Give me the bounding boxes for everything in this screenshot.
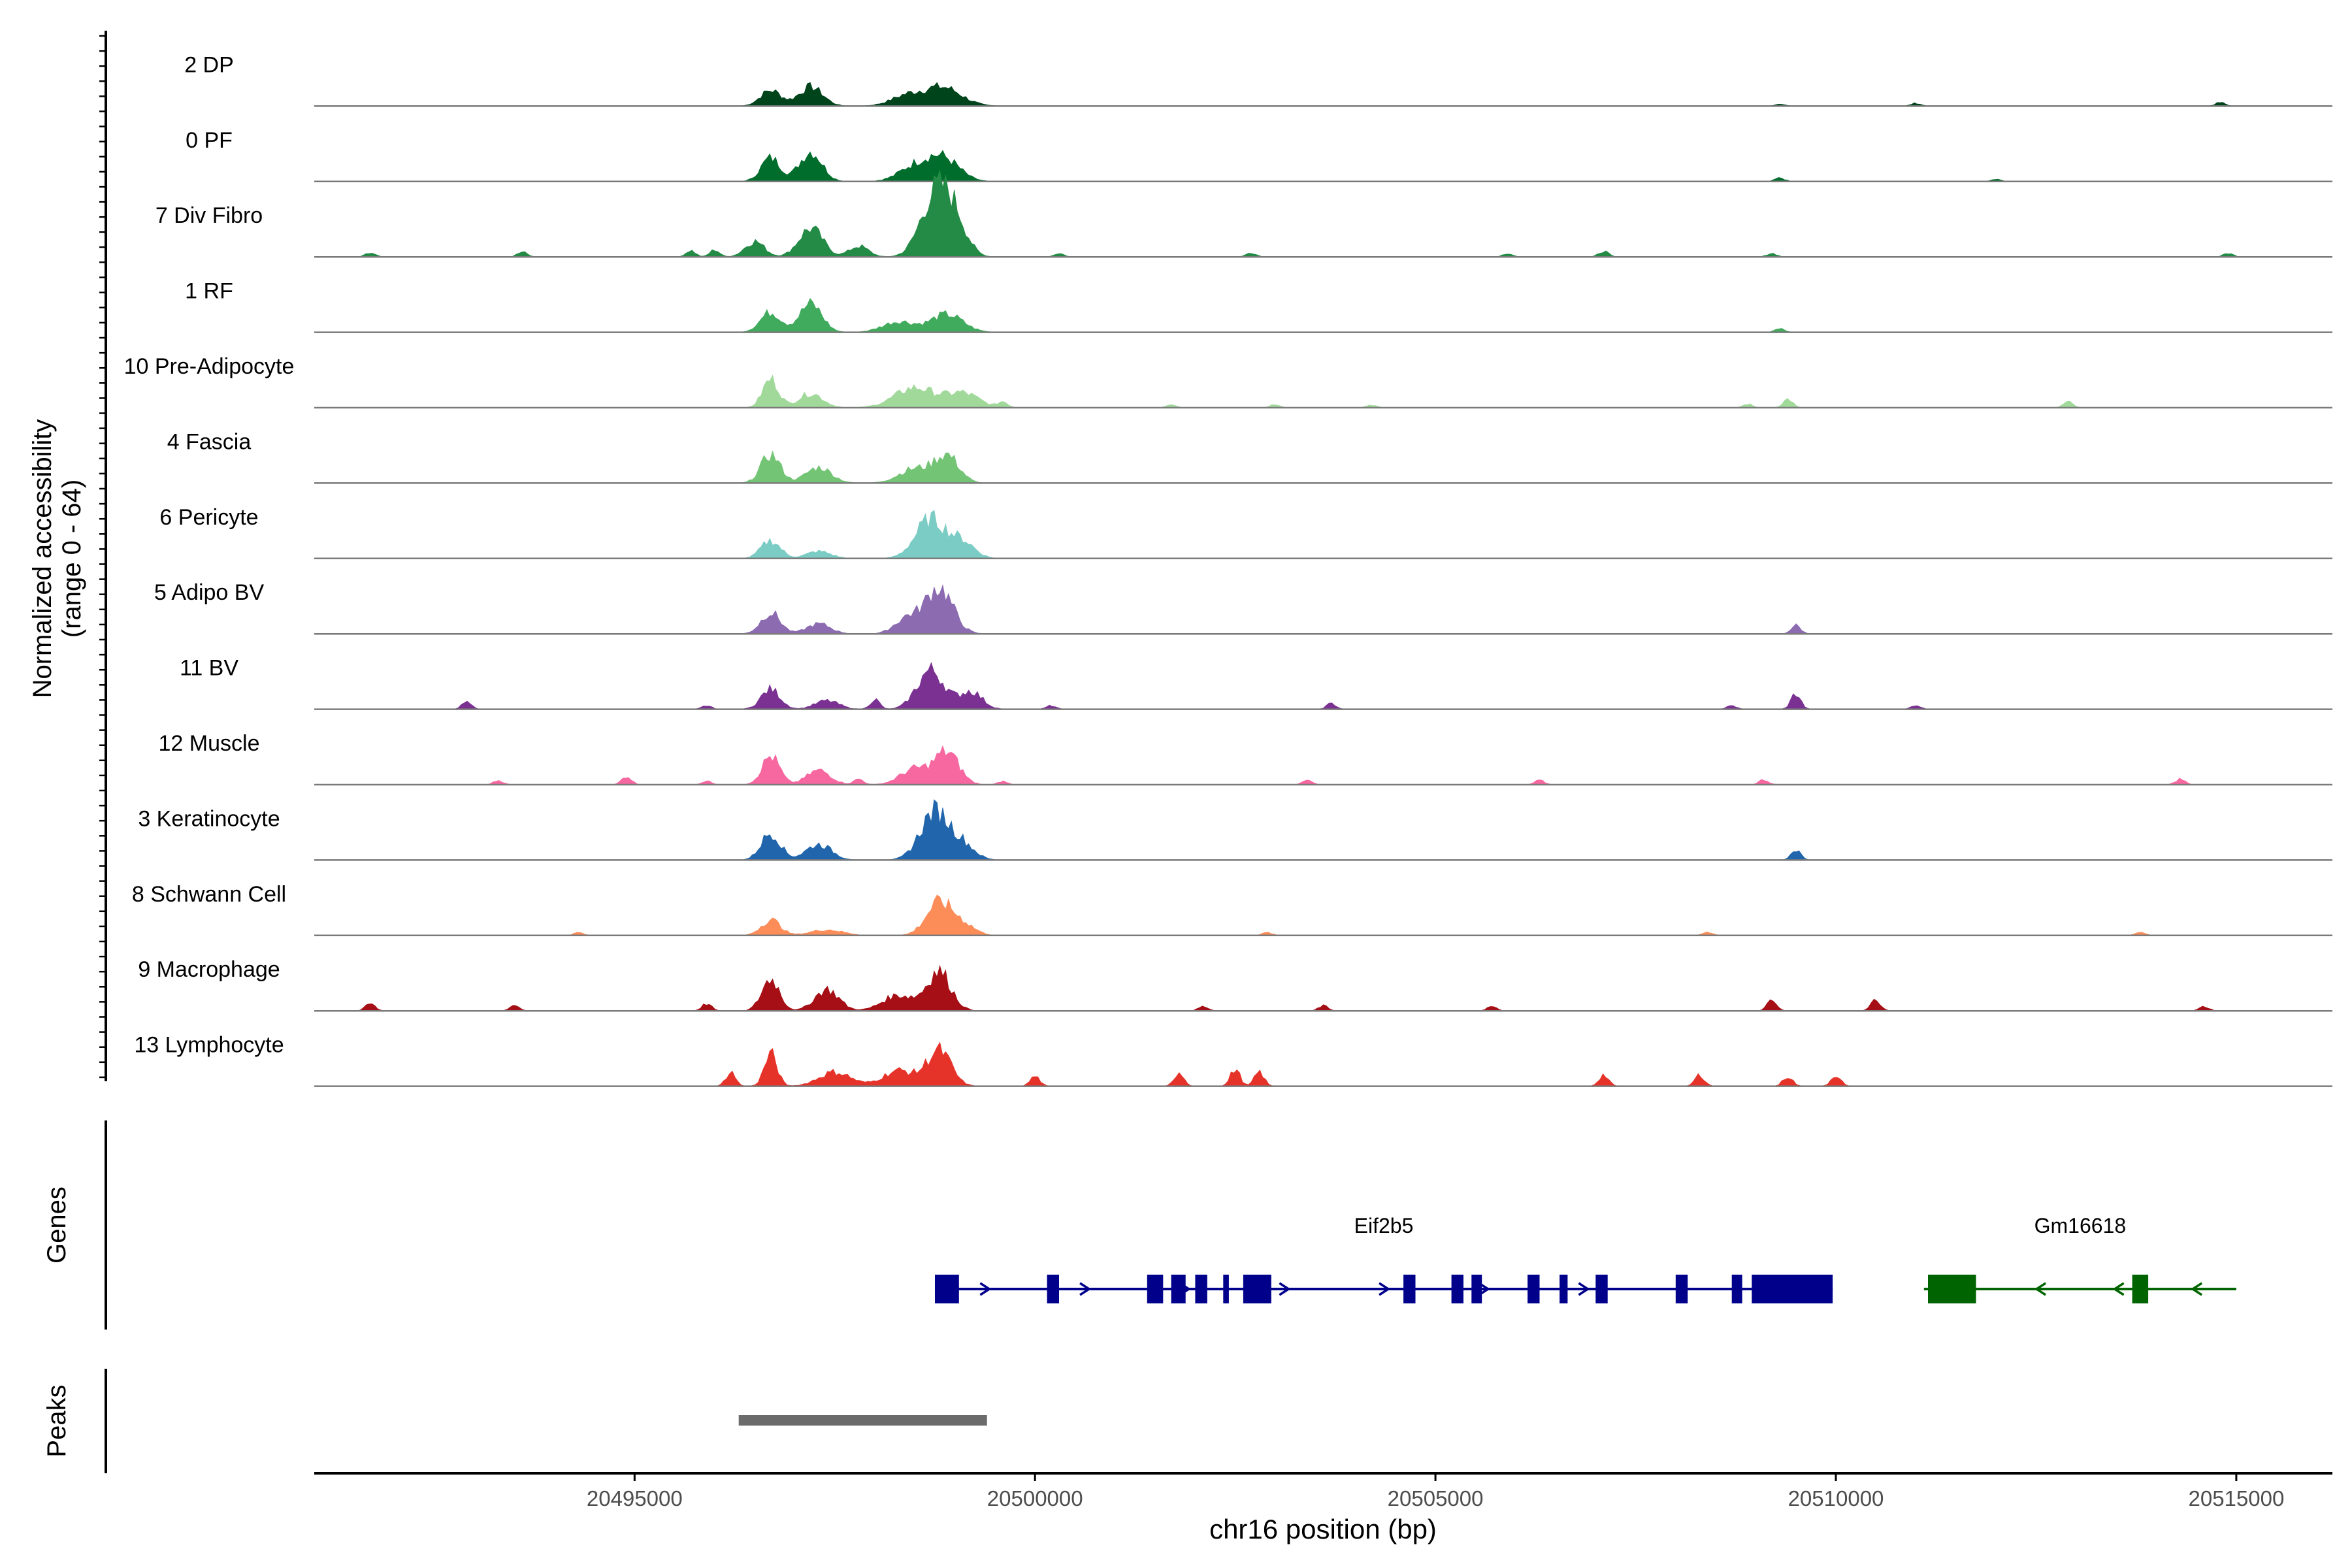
strand-arrow [979,1282,992,1296]
track-5: 10 Pre-Adipocyte [124,354,2332,409]
strand-arrow [1079,1282,1092,1296]
x-tick-label: 20510000 [1788,1486,1884,1511]
peaks-panel: Peaks [42,1369,987,1473]
gene-exon [1223,1275,1229,1303]
gene-exon [1243,1275,1271,1303]
genes-panel: Genes Eif2b5 Gm16618 [42,1120,2236,1330]
track-label: 0 PF [186,128,233,153]
x-axis: 20495000 20500000 20505000 20510000 20515000… [314,1472,2332,1544]
gene-exon [2132,1275,2149,1303]
track-label: 7 Div Fibro [155,203,263,228]
track-14: 13 Lymphocyte [134,1033,2332,1087]
genes-panel-label: Genes [42,1186,71,1264]
gene-exon [1195,1275,1207,1303]
strand-arrow [1478,1282,1490,1296]
track-6: 4 Fascia [167,429,2332,484]
gene-exon [1527,1275,1540,1303]
peak-regions [738,1415,987,1426]
track-label: 9 Macrophage [138,957,280,982]
track-13: 9 Macrophage [138,957,2332,1012]
track-label: 5 Adipo BV [154,580,265,605]
gene-name-label: Gm16618 [2034,1214,2127,1237]
strand-arrow [2034,1282,2047,1296]
gene-name-label: Eif2b5 [1354,1214,1414,1237]
gene-exon [1595,1275,1608,1303]
peaks-panel-label: Peaks [42,1384,71,1457]
x-tick-label: 20515000 [2188,1486,2284,1511]
gene-exon [1147,1275,1164,1303]
track-label: 3 Keratinocyte [138,806,280,831]
x-tick-label: 20495000 [587,1486,683,1511]
track-4: 1 RF [185,279,2332,333]
coverage-y-label-line2: (range 0 - 64) [57,480,86,638]
gene-exon [1403,1275,1416,1303]
gene-models: Eif2b5 Gm16618 [934,1214,2236,1303]
gene-exon [1471,1275,1482,1303]
strand-arrow [2112,1282,2125,1296]
gene-exon [935,1275,959,1303]
strand-arrow [2190,1282,2203,1296]
track-3: 7 Div Fibro [155,169,2332,258]
gene-exon [1047,1275,1059,1303]
strand-arrow [1279,1282,1291,1296]
track-8: 5 Adipo BV [154,580,2332,635]
coverage-tracks: 2 DP 0 PF 7 Div Fibro 1 RF 10 Pre-Adipocyte 4… [124,52,2332,1087]
gene-exon [1731,1275,1742,1303]
track-2: 0 PF [186,128,2332,183]
track-label: 8 Schwann Cell [132,882,286,907]
track-1: 2 DP [184,52,2332,107]
x-axis-title: chr16 position (bp) [1209,1514,1437,1544]
gene-exon [1928,1275,1976,1303]
track-10: 12 Muscle [159,731,2332,786]
track-label: 1 RF [185,279,233,304]
coverage-y-label-line1: Normalized accessibility [28,419,57,698]
track-label: 2 DP [184,52,234,77]
track-label: 10 Pre-Adipocyte [124,354,295,379]
track-11: 3 Keratinocyte [138,799,2332,861]
peak-region-bar [738,1415,987,1426]
gene-exon [1171,1275,1186,1303]
gene-exon [1451,1275,1463,1303]
x-ticks: 20495000 20500000 20505000 20510000 20515000 [587,1473,2284,1511]
coverage-panel: Normalized accessibility (range 0 - 64) … [28,31,2332,1087]
gene-exon [1752,1275,1833,1303]
track-label: 11 BV [180,656,238,681]
x-tick-label: 20500000 [987,1486,1083,1511]
gene-Eif2b5: Eif2b5 [934,1214,1833,1303]
gene-exon [1560,1275,1568,1303]
track-label: 6 Pericyte [159,505,258,530]
track-label: 4 Fascia [167,429,252,454]
x-tick-label: 20505000 [1388,1486,1484,1511]
track-7: 6 Pericyte [159,505,2332,560]
strand-arrow [1379,1282,1391,1296]
strand-arrow [1578,1282,1590,1296]
track-label: 12 Muscle [159,731,260,756]
coverage-y-ticks [99,35,106,1079]
gene-exon [1675,1275,1688,1303]
gene-Gm16618: Gm16618 [1923,1214,2236,1303]
track-label: 13 Lymphocyte [134,1033,284,1058]
track-9: 11 BV [180,656,2332,710]
track-12: 8 Schwann Cell [132,882,2332,937]
